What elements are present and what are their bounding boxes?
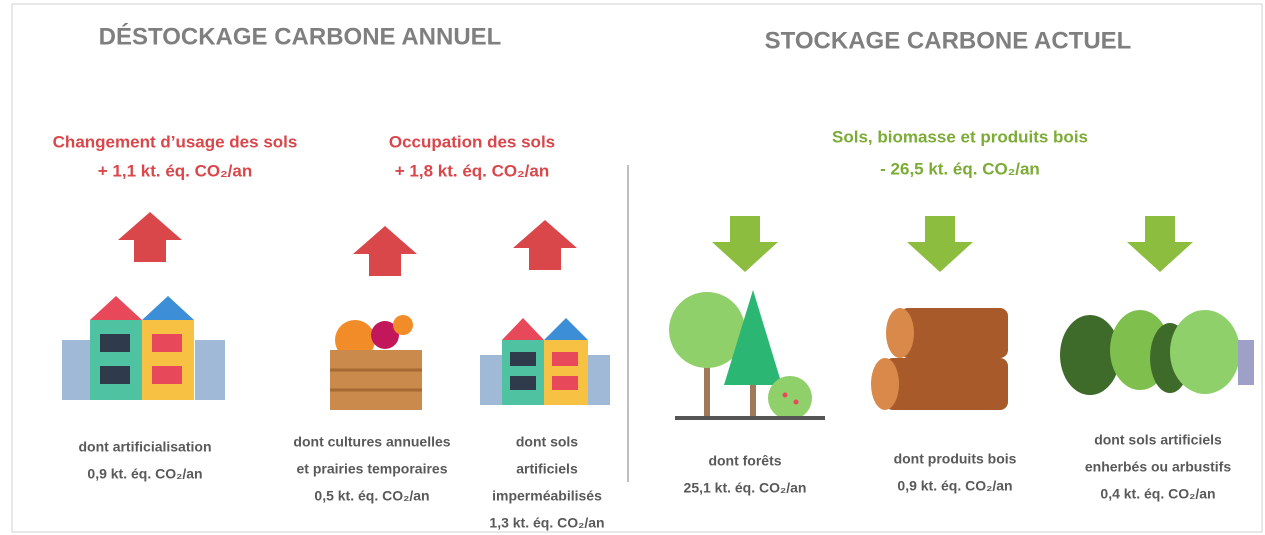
icon-buildings-small <box>480 318 610 405</box>
group-label: Changement d’usage des sols <box>53 132 298 151</box>
section-title: DÉSTOCKAGE CARBONE ANNUEL <box>99 22 502 50</box>
arrows-up <box>118 212 577 276</box>
caption-line: imperméabilisés <box>492 488 602 504</box>
group-value: - 26,5 kt. éq. CO₂/an <box>880 159 1040 178</box>
caption-line: enherbés ou arbustifs <box>1085 459 1231 475</box>
caption-line: dont forêts <box>708 453 781 469</box>
section-title: STOCKAGE CARBONE ACTUEL <box>765 27 1132 54</box>
caption-value: 25,1 kt. éq. CO₂/an <box>684 480 807 496</box>
icon-trees <box>669 290 825 420</box>
caption-line: dont cultures annuelles <box>293 434 450 450</box>
caption-value: 0,9 kt. éq. CO₂/an <box>897 478 1012 494</box>
arrows-down <box>712 216 1193 272</box>
icon-bushes <box>1060 310 1254 395</box>
frame <box>11 3 1263 533</box>
caption-line: artificiels <box>516 461 578 477</box>
group-value: + 1,8 kt. éq. CO₂/an <box>395 161 549 180</box>
group-label: Occupation des sols <box>389 132 555 151</box>
group-value: + 1,1 kt. éq. CO₂/an <box>98 161 252 180</box>
caption-value: 0,5 kt. éq. CO₂/an <box>314 488 429 504</box>
group-label: Sols, biomasse et produits bois <box>832 127 1088 146</box>
caption-value: 0,4 kt. éq. CO₂/an <box>1100 486 1215 502</box>
caption-line: dont sols artificiels <box>1094 432 1222 448</box>
icon-crate <box>330 315 422 410</box>
caption-line: dont sols <box>516 434 578 450</box>
caption-line: et prairies temporaires <box>297 461 448 477</box>
caption-value: 0,9 kt. éq. CO₂/an <box>87 466 202 482</box>
caption-value: 1,3 kt. éq. CO₂/an <box>489 515 604 531</box>
caption-line: dont artificialisation <box>78 439 211 455</box>
icon-buildings <box>62 296 225 400</box>
icon-logs <box>871 308 1008 410</box>
caption-line: dont produits bois <box>894 451 1017 467</box>
captions: dont artificialisation 0,9 kt. éq. CO₂/an… <box>78 432 1231 531</box>
